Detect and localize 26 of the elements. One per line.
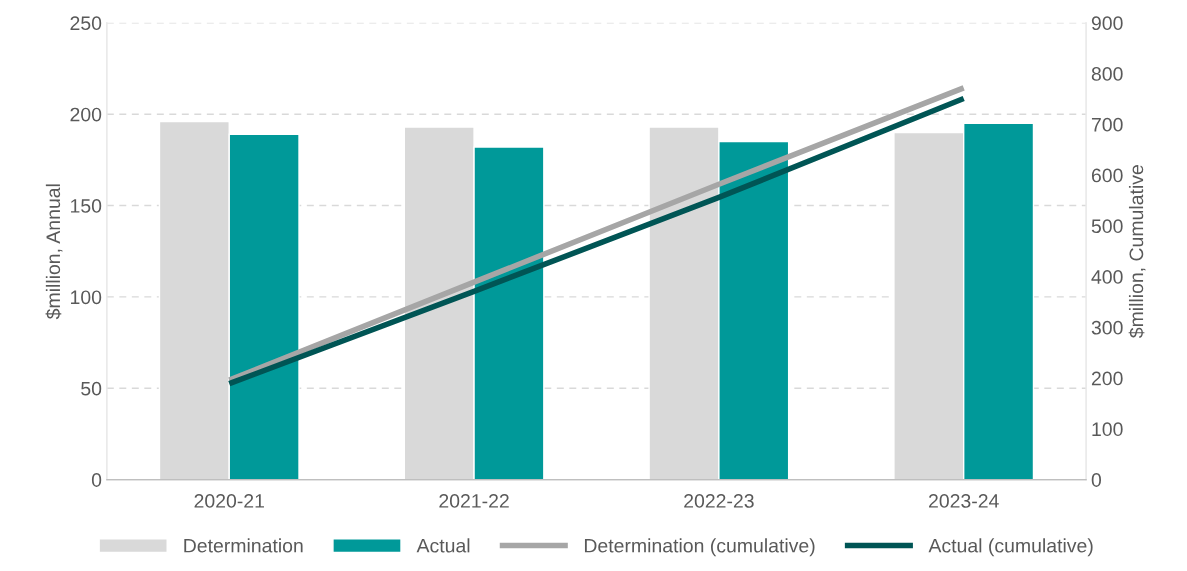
x-tick-label: 2023-24 — [929, 494, 999, 508]
y2-tick-label: 100 — [1092, 422, 1123, 437]
y-tick-label: 0 — [91, 473, 102, 487]
y2-tick-label: 400 — [1091, 270, 1123, 284]
y2-tick-label: 200 — [1091, 371, 1123, 386]
y2-tick-label: 800 — [1091, 67, 1123, 81]
y2-axis-title: $million, Cumulative — [1128, 165, 1146, 339]
y-tick-label: 100 — [71, 290, 102, 305]
y2-tick-label: 0 — [1091, 473, 1102, 487]
y2-tick-label: 300 — [1091, 320, 1123, 335]
x-tick-label: 2021-22 — [439, 494, 509, 508]
legend-label: Determination — [184, 538, 303, 553]
y-tick-label: 50 — [81, 381, 102, 396]
y-tick-label: 200 — [70, 107, 102, 122]
legend-label: Determination (cumulative) — [584, 538, 815, 557]
legend-label: Actual — [416, 538, 470, 553]
y-tick-label: 250 — [70, 16, 102, 31]
y2-tick-label: 600 — [1091, 168, 1123, 183]
y-tick-label: 150 — [71, 199, 102, 213]
y2-tick-label: 700 — [1091, 117, 1123, 132]
y2-tick-label: 900 — [1091, 16, 1123, 31]
x-tick-label: 2022-23 — [684, 494, 754, 508]
legend-label: Actual (cumulative) — [928, 538, 1093, 557]
x-tick-label: 2020-21 — [194, 494, 264, 508]
y2-tick-label: 500 — [1091, 219, 1123, 234]
y-axis-title: $million, Annual — [45, 184, 63, 320]
